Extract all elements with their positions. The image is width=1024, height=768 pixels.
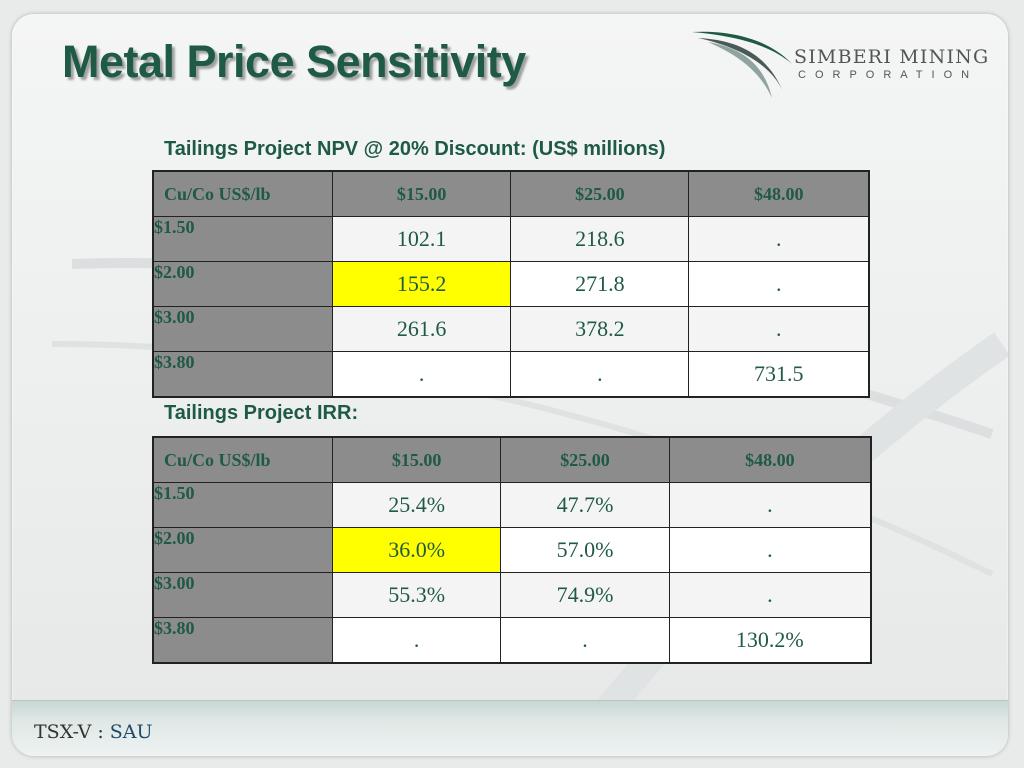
column-header: $15.00 (331, 436, 502, 483)
symbol-label: SAU (109, 721, 153, 743)
table-cell: 731.5 (688, 351, 870, 398)
table-row: $3.00 55.3% 74.9% . (152, 572, 872, 618)
table-row: $2.00 36.0% 57.0% . (152, 527, 872, 573)
highlighted-cell: 36.0% (331, 527, 502, 573)
row-label: $1.50 (152, 482, 333, 528)
column-header: $25.00 (500, 436, 670, 483)
table-cell: . (668, 482, 872, 528)
table-cell: . (688, 306, 870, 352)
row-label: $3.80 (152, 351, 333, 398)
footer-bar: TSX-V : SAU (12, 700, 1008, 756)
row-label: $2.00 (152, 527, 333, 573)
row-label: $3.00 (152, 572, 333, 618)
table-cell: . (500, 617, 670, 664)
row-label: $3.00 (152, 306, 333, 352)
exchange-label: TSX-V : (34, 721, 110, 743)
table-row: $1.50 25.4% 47.7% . (152, 482, 872, 528)
table-cell: . (688, 261, 870, 307)
corner-header: Cu/Co US$/lb (152, 436, 333, 483)
corner-header: Cu/Co US$/lb (152, 170, 333, 217)
table-cell: . (510, 351, 690, 398)
highlighted-cell: 155.2 (331, 261, 512, 307)
ticker-symbol: TSX-V : SAU (34, 721, 153, 743)
slide: Metal Price Sensitivity SIMBERI MINING C… (12, 14, 1008, 756)
table-cell: . (668, 572, 872, 618)
table-cell: 55.3% (331, 572, 502, 618)
table-cell: 102.1 (331, 216, 512, 262)
table-cell: 74.9% (500, 572, 670, 618)
logo-name: SIMBERI MINING (794, 46, 990, 68)
logo-subtitle: CORPORATION (798, 69, 979, 81)
column-header: $48.00 (668, 436, 872, 483)
table-cell: . (331, 617, 502, 664)
table-row: $3.80 . . 130.2% (152, 617, 872, 664)
row-label: $3.80 (152, 617, 333, 664)
npv-table: Cu/Co US$/lb $15.00 $25.00 $48.00 $1.50 … (152, 170, 870, 398)
column-header: $25.00 (510, 170, 690, 217)
table-header-row: Cu/Co US$/lb $15.00 $25.00 $48.00 (152, 170, 870, 217)
table-cell: 218.6 (510, 216, 690, 262)
company-logo: SIMBERI MINING CORPORATION (688, 24, 998, 104)
table-cell: 130.2% (668, 617, 872, 664)
table-row: $3.00 261.6 378.2 . (152, 306, 870, 352)
column-header: $15.00 (331, 170, 512, 217)
table-cell: . (668, 527, 872, 573)
column-header: $48.00 (688, 170, 870, 217)
row-label: $1.50 (152, 216, 333, 262)
slide-title: Metal Price Sensitivity (62, 36, 526, 87)
irr-table: Cu/Co US$/lb $15.00 $25.00 $48.00 $1.50 … (152, 436, 872, 664)
table-cell: 378.2 (510, 306, 690, 352)
table-cell: 57.0% (500, 527, 670, 573)
table-cell: 261.6 (331, 306, 512, 352)
table-cell: 25.4% (331, 482, 502, 528)
table-row: $1.50 102.1 218.6 . (152, 216, 870, 262)
table-row: $3.80 . . 731.5 (152, 351, 870, 398)
table-cell: . (331, 351, 512, 398)
table-cell: . (688, 216, 870, 262)
table-header-row: Cu/Co US$/lb $15.00 $25.00 $48.00 (152, 436, 872, 483)
row-label: $2.00 (152, 261, 333, 307)
table-row: $2.00 155.2 271.8 . (152, 261, 870, 307)
logo-swoosh-icon (692, 31, 792, 98)
npv-table-caption: Tailings Project NPV @ 20% Discount: (US… (164, 138, 666, 160)
irr-table-caption: Tailings Project IRR: (164, 402, 359, 424)
table-cell: 271.8 (510, 261, 690, 307)
table-cell: 47.7% (500, 482, 670, 528)
